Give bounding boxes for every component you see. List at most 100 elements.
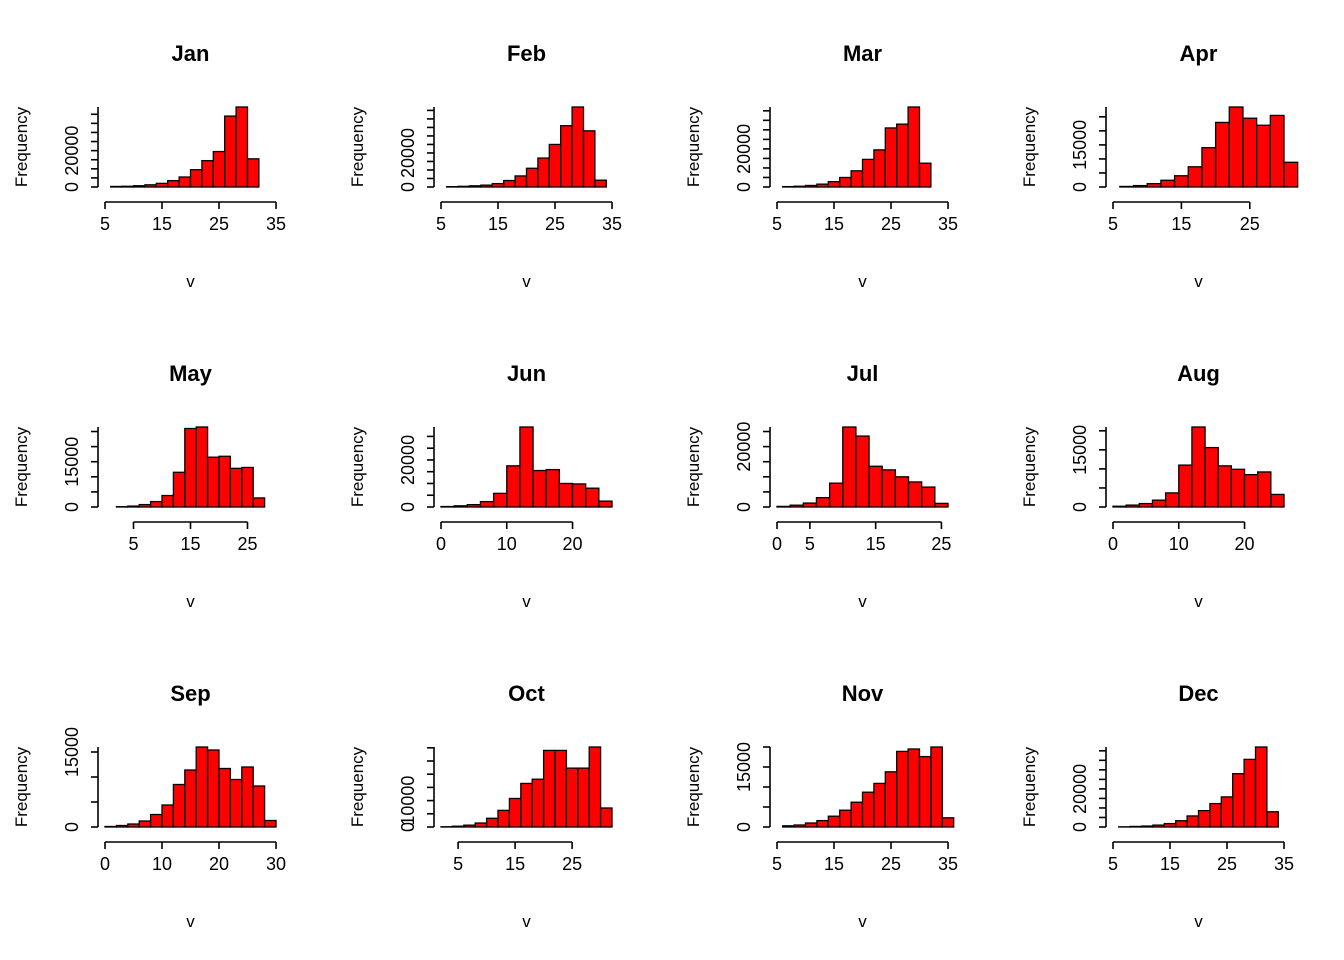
- histogram-bar: [451, 825, 465, 828]
- x-tick-label: 15: [824, 214, 844, 234]
- histogram-bar: [861, 158, 875, 188]
- histogram-bar: [263, 819, 277, 828]
- histogram-bar: [121, 185, 135, 188]
- x-tick-label: 15: [505, 854, 525, 874]
- histogram-bar: [463, 824, 476, 828]
- histogram-panel-jun: Jun 0 10 20 v 0 20000 Frequency: [348, 361, 613, 611]
- histogram-bar: [582, 130, 596, 188]
- x-tick-label: 5: [1108, 854, 1118, 874]
- x-tick-label: 15: [1171, 214, 1191, 234]
- histogram-bar: [104, 825, 118, 828]
- y-tick-label: 0: [1070, 182, 1090, 192]
- x-axis-title: v: [186, 272, 195, 291]
- x-tick-label: 35: [938, 854, 958, 874]
- x-tick-label: 0: [100, 854, 110, 874]
- histogram-bar: [1228, 106, 1244, 188]
- histogram-bar: [201, 159, 214, 188]
- y-axis-title: Frequency: [12, 106, 31, 187]
- histogram-bar: [184, 769, 197, 828]
- x-tick-label: 25: [562, 854, 582, 874]
- histogram-bar: [802, 502, 818, 508]
- x-tick-label: 25: [545, 214, 565, 234]
- histogram-bar: [1119, 185, 1135, 188]
- y-tick-label: 0: [398, 822, 418, 832]
- y-axis-title: Frequency: [684, 106, 703, 187]
- histogram-bar: [144, 184, 157, 188]
- y-tick-label: 15000: [62, 437, 82, 487]
- x-axis-title: v: [522, 272, 531, 291]
- x-tick-label: 25: [1217, 854, 1237, 874]
- histogram-bar: [548, 143, 562, 188]
- histogram-panel-mar: Mar 5 15 25 35 v 0 20000 Frequency: [684, 41, 958, 291]
- x-tick-label: 35: [938, 214, 958, 234]
- histogram-bar: [167, 179, 180, 188]
- histogram-bar: [514, 175, 528, 188]
- histogram-bar: [828, 482, 844, 508]
- histogram-bar: [532, 469, 547, 508]
- histogram-bar: [896, 750, 909, 828]
- y-tick-label: 15000: [1070, 425, 1090, 475]
- histogram-bar: [241, 766, 254, 828]
- histogram-panel-jul: Jul 0 5 15 25 v 0 20000 Frequency: [684, 361, 951, 611]
- histogram-panel-feb: Feb 5 15 25 35 v 0 20000 Frequency: [348, 41, 622, 291]
- histogram-bar: [206, 749, 220, 828]
- histogram-bar: [868, 465, 883, 508]
- x-tick-label: 5: [1108, 214, 1118, 234]
- histogram-bar: [1283, 161, 1299, 188]
- histogram-bar: [789, 504, 804, 508]
- histogram-bar: [480, 184, 493, 188]
- histogram-bar: [554, 749, 568, 828]
- y-tick-label: 0: [1070, 502, 1090, 512]
- histogram-bar: [1132, 184, 1148, 188]
- histogram-bar: [132, 185, 146, 188]
- histogram-bar: [491, 182, 505, 188]
- histogram-bar: [1160, 179, 1176, 188]
- histogram-bar: [178, 176, 192, 188]
- histogram-bar: [1163, 822, 1177, 828]
- histogram-bar: [598, 500, 613, 508]
- histogram-bar: [189, 169, 203, 188]
- y-tick-label: 10000: [398, 776, 418, 826]
- histogram-bar: [1232, 773, 1245, 828]
- histogram-bar: [161, 494, 175, 508]
- histogram-bar: [599, 807, 613, 828]
- histogram-bar: [776, 505, 791, 508]
- histogram-bar: [907, 748, 921, 828]
- histogram-bar: [525, 167, 539, 188]
- histogram-bar: [793, 824, 807, 828]
- histogram-bar: [1125, 504, 1140, 508]
- y-tick-label: 15000: [734, 742, 754, 792]
- x-tick-label: 0: [1108, 534, 1118, 554]
- y-axis-title: Frequency: [1020, 746, 1039, 827]
- histogram-bar: [1257, 471, 1272, 508]
- histogram-bar: [873, 149, 886, 188]
- histogram-bar: [930, 746, 943, 828]
- histogram-bar: [537, 157, 550, 188]
- y-tick-label: 0: [62, 822, 82, 832]
- histogram-bar: [884, 771, 898, 828]
- histogram-bar: [907, 481, 923, 508]
- histogram-bar: [881, 469, 897, 508]
- histogram-bar: [907, 106, 921, 188]
- histogram-bar: [918, 162, 932, 188]
- histogram-bar: [212, 150, 226, 188]
- histogram-bar: [479, 500, 495, 508]
- histogram-bar: [1201, 147, 1217, 188]
- histogram-bar: [839, 809, 852, 828]
- histogram-bar: [855, 435, 870, 508]
- histogram-bar: [1255, 124, 1271, 188]
- histogram-bar: [884, 127, 898, 188]
- histogram-bar: [565, 767, 579, 828]
- x-axis-title: v: [858, 272, 867, 291]
- histogram-bar: [1140, 825, 1154, 828]
- histogram-bar: [184, 427, 197, 508]
- histogram-bar: [503, 179, 516, 188]
- histogram-bar: [485, 817, 499, 828]
- histogram-bar: [816, 819, 829, 828]
- histogram-bar: [1230, 468, 1246, 508]
- x-tick-label: 5: [100, 214, 110, 234]
- histogram-bar: [453, 505, 468, 508]
- histogram-bar: [588, 746, 602, 828]
- x-tick-label: 15: [152, 214, 172, 234]
